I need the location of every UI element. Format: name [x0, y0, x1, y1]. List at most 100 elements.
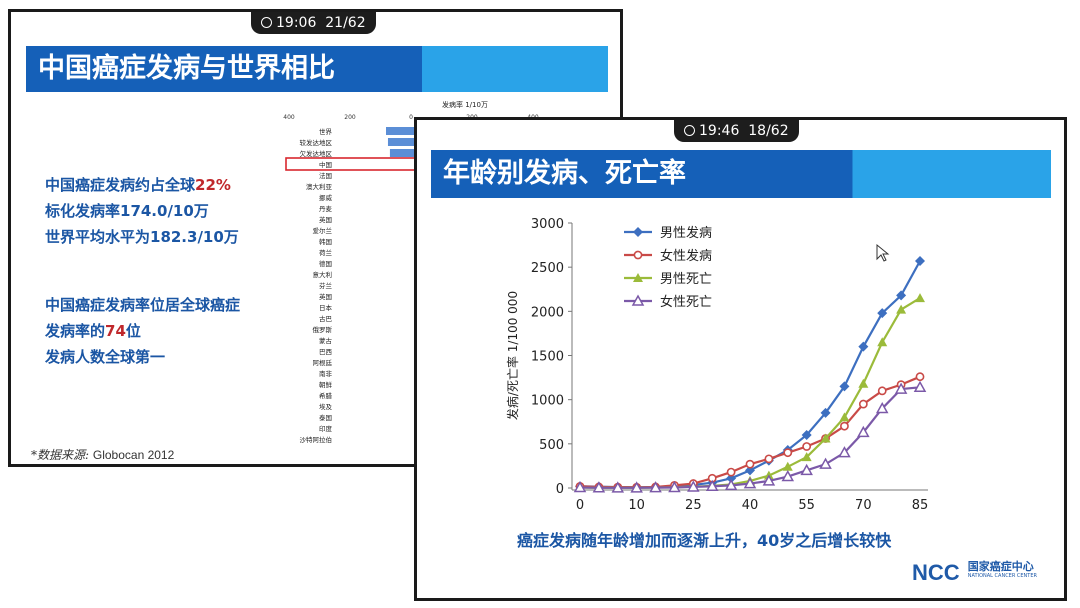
data-point: [630, 481, 643, 493]
y-tick-label: 2000: [531, 305, 564, 320]
country-label: 希腊: [319, 391, 333, 400]
data-point: [839, 381, 850, 392]
country-label: 澳大利亚: [306, 182, 333, 191]
data-point: [858, 399, 868, 409]
legend-marker: [631, 294, 645, 306]
series-line-1: [579, 260, 921, 489]
country-label: 爱尔兰: [313, 226, 333, 235]
ncc-logo: NCC 国家癌症中心 NATIONAL CANCER CENTER: [912, 560, 1037, 586]
country-label: 英国: [319, 215, 332, 224]
data-point: [573, 481, 587, 493]
country-label: 法国: [319, 171, 332, 180]
data-point: [875, 401, 889, 414]
logo-mark: NCC: [912, 560, 960, 585]
slide-b-timestamp: 19:46 18/62: [674, 120, 799, 142]
slide-a-page: 21/62: [325, 15, 366, 31]
x-tick-label: 85: [912, 498, 929, 513]
source-note: *数据来源: Globocan 2012: [31, 448, 175, 462]
bar-axis-tick: 400: [283, 114, 295, 121]
data-point: [745, 459, 755, 469]
country-label: 朝鲜: [319, 380, 333, 389]
data-point: [687, 480, 700, 492]
mouse-cursor-icon: [876, 243, 890, 262]
data-point: [819, 457, 832, 469]
data-point: [800, 463, 813, 476]
clock-icon: [261, 17, 272, 28]
data-point: [783, 448, 793, 458]
country-label: 丹麦: [319, 204, 333, 213]
y-tick-label: 0: [556, 482, 564, 497]
legend-label: 女性发病: [660, 248, 712, 264]
data-point: [820, 433, 831, 443]
y-tick-label: 1000: [531, 394, 564, 409]
country-label: 日本: [319, 303, 333, 312]
bullets-group-2: 中国癌症发病率位居全球癌症 发病率的74位 发病人数全球第一: [45, 292, 240, 370]
data-point: [762, 474, 776, 486]
slide-a-time: 19:06: [276, 15, 317, 31]
data-point: [801, 430, 812, 440]
slide-a-timestamp: 19:06 21/62: [251, 12, 376, 34]
country-label: 世界: [319, 127, 333, 136]
data-point: [896, 304, 907, 314]
bar-axis-tick: 0: [409, 114, 413, 121]
data-point: [782, 461, 793, 471]
data-point: [894, 382, 908, 394]
country-label: 英国: [319, 292, 332, 301]
data-point: [649, 481, 662, 493]
legend-label: 女性死亡: [660, 294, 712, 310]
data-point: [802, 442, 812, 451]
country-label: 荷兰: [319, 248, 333, 257]
country-label: 意大利: [313, 270, 333, 279]
legend-marker: [633, 227, 643, 237]
data-point: [858, 378, 869, 388]
country-label: 古巴: [319, 314, 333, 323]
data-point: [839, 412, 850, 422]
country-label: 阿根廷: [313, 358, 333, 367]
data-point: [726, 473, 737, 484]
country-label: 沙特阿拉伯: [300, 435, 333, 444]
data-point: [877, 308, 888, 319]
country-label: 南非: [319, 369, 333, 378]
bullet-world-avg: 世界平均水平为182.3/10万: [45, 228, 239, 246]
data-point: [764, 454, 774, 464]
data-point: [877, 337, 888, 347]
data-point: [592, 481, 606, 493]
slide-age-specific-rates: 19:46 18/62 年龄别发病、死亡率 0 500 1000 1500 2000 25…: [414, 117, 1067, 601]
data-point: [668, 480, 681, 493]
data-point: [896, 290, 907, 301]
country-label: 欠发达地区: [300, 149, 333, 158]
country-label: 较发达地区: [300, 138, 333, 147]
x-tick-label: 10: [628, 498, 645, 513]
bullet-rate: 标化发病率174.0/10万: [45, 202, 209, 220]
bar-chart-header: 发病率 1/10万: [442, 100, 488, 109]
data-point: [611, 481, 625, 493]
age-rate-line-chart: 0 500 1000 1500 2000 2500 3000 0 10 25 40 55 70 85 发病/…: [505, 217, 929, 513]
data-point: [724, 478, 738, 491]
country-label: 印度: [319, 424, 333, 433]
slide-a-title: 中国癌症发病与世界相比: [26, 46, 608, 92]
legend-label: 男性发病: [660, 225, 712, 241]
data-point: [820, 407, 831, 418]
x-tick-label: 0: [576, 498, 584, 513]
country-label: 中国: [319, 160, 332, 169]
data-point: [915, 255, 925, 266]
clock-icon: [684, 125, 695, 136]
data-point: [915, 372, 925, 382]
slide-b-caption: 癌症发病随年龄增加而逐渐上升，40岁之后增长较快: [517, 531, 892, 550]
series-line-3: [579, 297, 921, 489]
logo-en: NATIONAL CANCER CENTER: [967, 573, 1037, 579]
x-tick-label: 40: [742, 498, 759, 513]
data-point: [877, 386, 887, 396]
y-tick-label: 2500: [531, 261, 564, 276]
slide-b-time: 19:46: [699, 123, 740, 139]
logo-cn: 国家癌症中心: [967, 560, 1034, 573]
bullet-cases: 发病人数全球第一: [45, 348, 166, 366]
bar-axis-tick: 200: [344, 114, 356, 121]
data-point: [801, 452, 812, 462]
data-point: [858, 341, 869, 352]
y-tick-label: 500: [539, 438, 564, 453]
data-point: [743, 477, 757, 489]
data-point: [838, 446, 851, 458]
bullets-group-1: 中国癌症发病约占全球22% 标化发病率174.0/10万 世界平均水平为182.…: [45, 172, 239, 250]
slide-b-title: 年龄别发病、死亡率: [431, 150, 1051, 198]
